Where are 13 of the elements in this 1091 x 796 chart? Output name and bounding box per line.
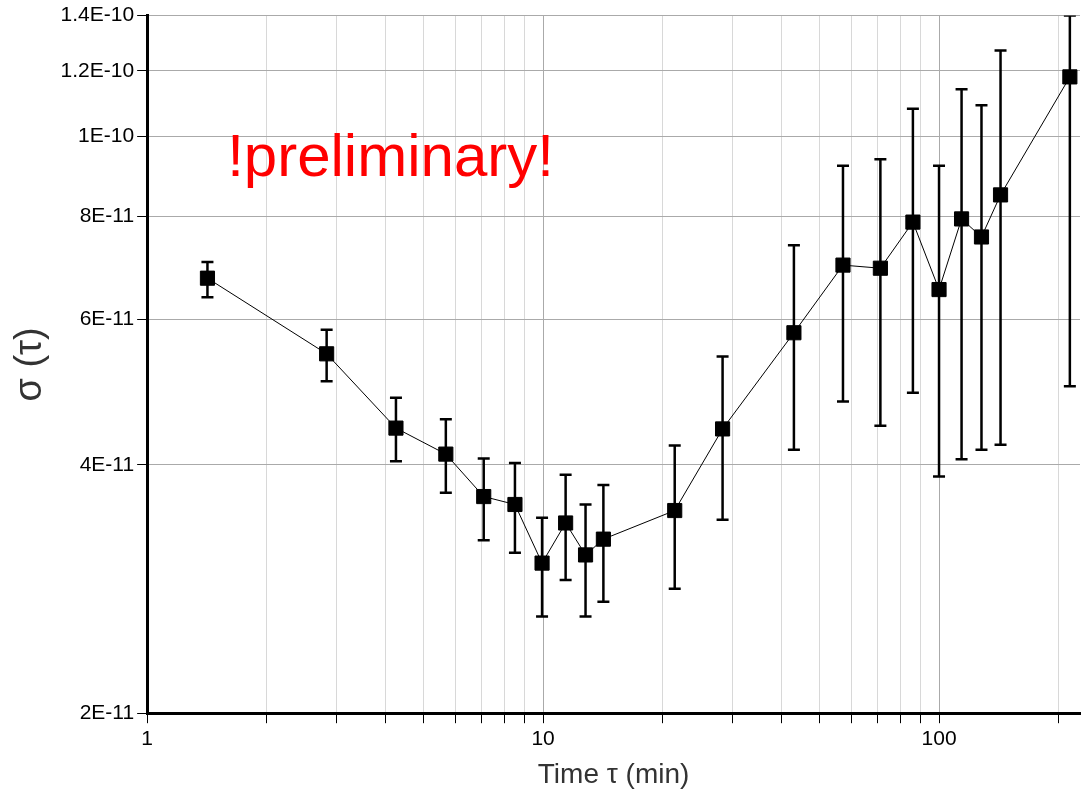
y-tick-label: 1.4E-10 [60, 2, 135, 26]
x-tick-label: 10 [531, 725, 555, 749]
y-tick-label: 4E-11 [79, 451, 135, 475]
x-tick-label: 1 [141, 725, 153, 749]
x-axis-title: Time τ (min) [537, 757, 690, 789]
y-tick-label: 1.2E-10 [60, 57, 135, 81]
y-tick-label: 2E-11 [79, 700, 135, 723]
y-tick-label: 6E-11 [79, 306, 135, 330]
y-tick-label: 8E-11 [79, 203, 135, 227]
annotation: !preliminary! [227, 121, 554, 189]
y-axis-title: σ (τ) [7, 327, 50, 402]
x-tick-label: 100 [921, 725, 957, 749]
y-tick-label: 1E-10 [78, 123, 135, 147]
